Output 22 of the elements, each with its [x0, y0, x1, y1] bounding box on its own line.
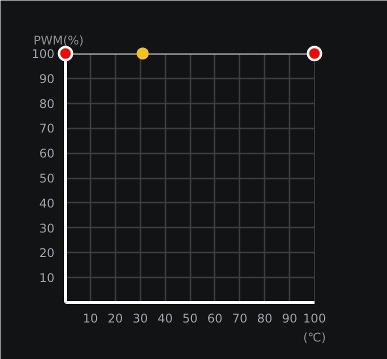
y-tick-label: 10 — [39, 271, 55, 286]
y-axis-title: PWM(%) — [34, 34, 84, 48]
x-tick-label: 80 — [257, 312, 272, 326]
y-tick-label: 80 — [39, 96, 55, 111]
x-tick-label: 90 — [282, 312, 298, 326]
x-axis-title: (℃) — [303, 330, 326, 344]
x-tick-label: 20 — [108, 312, 123, 326]
y-tick-label: 50 — [39, 172, 55, 186]
y-tick-label: 30 — [39, 221, 55, 236]
y-tick-label: 90 — [39, 72, 55, 86]
y-tick-label: 70 — [39, 122, 55, 136]
x-tick-label: 100 — [303, 312, 326, 326]
x-tick-label: 10 — [82, 312, 98, 326]
y-tick-label: 100 — [32, 47, 54, 61]
y-tick-label: 20 — [39, 246, 55, 260]
x-tick-label: 30 — [132, 312, 148, 326]
x-tick-label: 50 — [182, 312, 198, 326]
y-tick-label: 40 — [39, 196, 55, 210]
y-tick-label: 60 — [39, 146, 55, 161]
x-tick-label: 60 — [207, 312, 223, 326]
x-tick-label: 70 — [232, 312, 248, 326]
x-tick-label: 40 — [157, 312, 173, 326]
